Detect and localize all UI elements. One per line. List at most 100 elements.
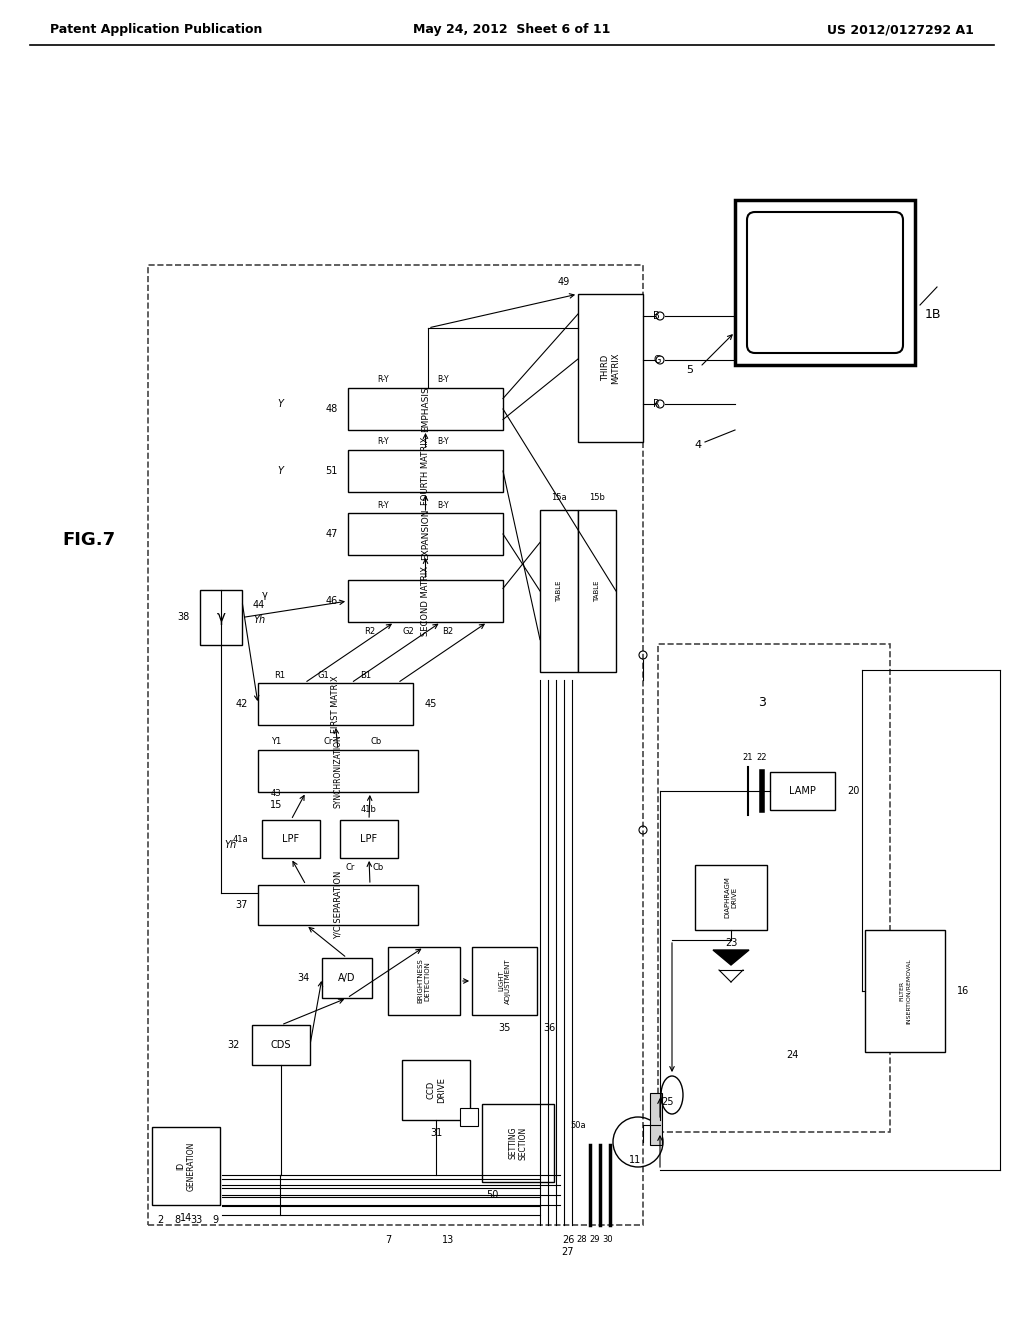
Bar <box>262 820 319 858</box>
Bar <box>348 579 503 622</box>
Text: Y1: Y1 <box>271 738 282 747</box>
Text: TABLE: TABLE <box>556 581 562 602</box>
Text: 38: 38 <box>178 612 190 623</box>
Bar <box>322 958 372 998</box>
Text: γ: γ <box>262 590 268 601</box>
Text: 47: 47 <box>326 529 338 539</box>
Text: γ: γ <box>216 610 225 624</box>
Text: 1B: 1B <box>925 309 941 322</box>
Bar <box>348 450 503 492</box>
Text: EMPHASIS: EMPHASIS <box>421 387 430 432</box>
Polygon shape <box>713 950 749 965</box>
Text: 45: 45 <box>425 700 437 709</box>
Text: 8: 8 <box>174 1214 180 1225</box>
Text: 7: 7 <box>385 1236 391 1245</box>
Text: LAMP: LAMP <box>790 785 816 796</box>
Text: 15: 15 <box>269 800 283 810</box>
FancyBboxPatch shape <box>746 213 903 352</box>
Bar <box>460 1107 478 1126</box>
Text: 20: 20 <box>847 785 859 796</box>
Text: LIGHT
ADJUSTMENT: LIGHT ADJUSTMENT <box>498 958 511 1003</box>
Text: Cb: Cb <box>371 738 382 747</box>
Text: 28: 28 <box>577 1236 588 1245</box>
Text: FIG.7: FIG.7 <box>62 531 115 549</box>
Text: Y: Y <box>278 399 283 409</box>
Text: FIRST MATRIX: FIRST MATRIX <box>331 676 340 733</box>
Text: 48: 48 <box>326 404 338 414</box>
Text: 37: 37 <box>236 900 248 909</box>
Bar <box>402 1060 470 1119</box>
Bar <box>388 946 460 1015</box>
Text: R: R <box>653 399 659 409</box>
Bar <box>578 294 643 442</box>
Text: R-Y: R-Y <box>377 500 389 510</box>
Text: EXPANSION: EXPANSION <box>421 508 430 560</box>
Text: B-Y: B-Y <box>437 375 449 384</box>
Text: 50a: 50a <box>570 1122 586 1130</box>
Text: 43: 43 <box>270 788 282 797</box>
Text: LPF: LPF <box>283 834 300 843</box>
Text: 3: 3 <box>758 696 766 709</box>
Text: 14: 14 <box>180 1213 193 1224</box>
Text: 36: 36 <box>543 1023 555 1034</box>
Text: CCD
DRIVE: CCD DRIVE <box>426 1077 445 1104</box>
Text: 32: 32 <box>227 1040 240 1049</box>
Bar <box>200 590 242 645</box>
Text: May 24, 2012  Sheet 6 of 11: May 24, 2012 Sheet 6 of 11 <box>414 24 610 37</box>
Text: Patent Application Publication: Patent Application Publication <box>50 24 262 37</box>
Bar <box>348 388 503 430</box>
Bar <box>540 510 578 672</box>
Text: 49: 49 <box>558 277 570 286</box>
Text: 51: 51 <box>326 466 338 477</box>
Text: 31: 31 <box>430 1129 442 1138</box>
Text: 41b: 41b <box>361 805 377 814</box>
Text: ID
GENERATION: ID GENERATION <box>176 1142 196 1191</box>
Bar <box>258 682 413 725</box>
Text: 11: 11 <box>629 1155 641 1166</box>
Text: 15a: 15a <box>551 492 567 502</box>
Text: R2: R2 <box>365 627 376 636</box>
Text: Yh: Yh <box>225 840 237 850</box>
Text: TABLE: TABLE <box>594 581 600 602</box>
Text: Cr: Cr <box>345 863 354 873</box>
Bar <box>148 265 643 1225</box>
Text: Cb: Cb <box>373 863 384 873</box>
Text: 29: 29 <box>590 1236 600 1245</box>
Text: G: G <box>653 355 660 366</box>
Text: US 2012/0127292 A1: US 2012/0127292 A1 <box>827 24 974 37</box>
Text: 34: 34 <box>298 973 310 983</box>
Text: 26: 26 <box>562 1236 574 1245</box>
Text: THIRD
MATRIX: THIRD MATRIX <box>601 352 621 384</box>
Text: 4: 4 <box>694 440 701 450</box>
Text: 2: 2 <box>157 1214 163 1225</box>
Text: SETTING
SECTION: SETTING SECTION <box>508 1126 527 1160</box>
Text: BRIGHTNESS
DETECTION: BRIGHTNESS DETECTION <box>418 958 430 1003</box>
Text: B1: B1 <box>360 671 372 680</box>
Text: 33: 33 <box>189 1214 202 1225</box>
Text: 44: 44 <box>253 601 265 610</box>
Text: LPF: LPF <box>360 834 378 843</box>
Bar <box>152 1127 220 1205</box>
Text: G1: G1 <box>317 671 329 680</box>
Bar <box>482 1104 554 1181</box>
Bar <box>472 946 537 1015</box>
Text: 16: 16 <box>957 986 970 997</box>
Bar <box>650 1093 662 1144</box>
Polygon shape <box>719 970 743 982</box>
Text: B-Y: B-Y <box>437 500 449 510</box>
Bar <box>258 884 418 925</box>
Text: Y/C SEPARATION: Y/C SEPARATION <box>334 871 342 940</box>
Text: Cr: Cr <box>324 738 333 747</box>
Text: 5: 5 <box>686 366 693 375</box>
Bar <box>735 201 915 366</box>
Bar <box>252 1026 310 1065</box>
Text: B2: B2 <box>442 627 454 636</box>
Bar <box>348 513 503 554</box>
Bar <box>578 510 616 672</box>
Text: A/D: A/D <box>338 973 355 983</box>
Text: 50: 50 <box>485 1191 499 1200</box>
Text: SYNCHRONIZATION: SYNCHRONIZATION <box>334 734 342 808</box>
Text: 21: 21 <box>742 752 754 762</box>
Text: 13: 13 <box>442 1236 454 1245</box>
Text: 30: 30 <box>603 1236 613 1245</box>
